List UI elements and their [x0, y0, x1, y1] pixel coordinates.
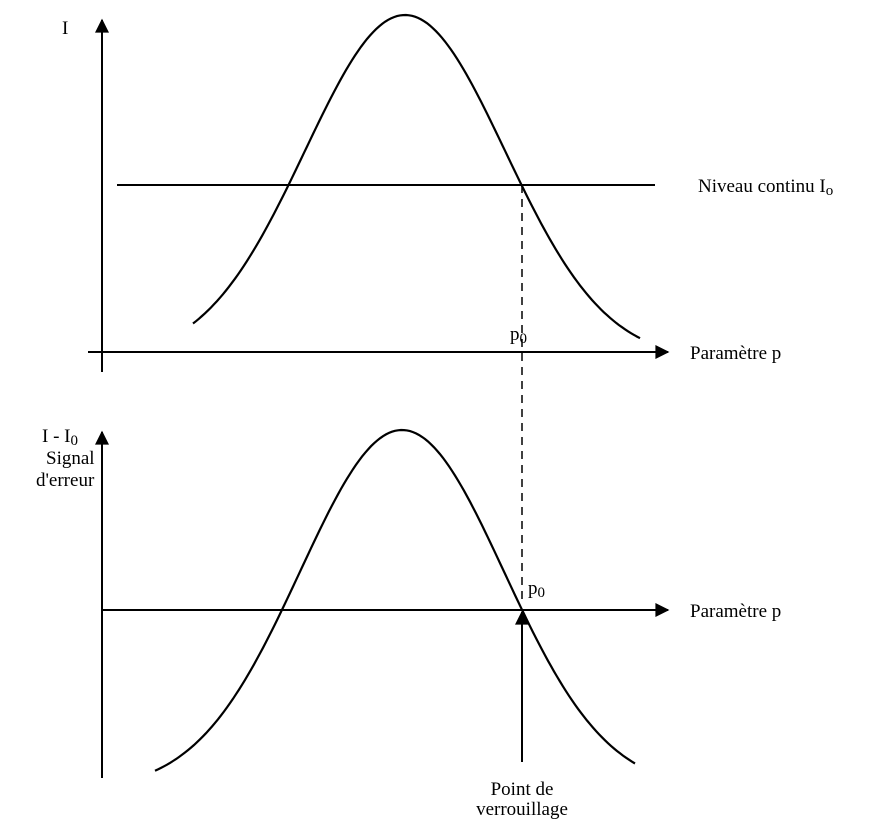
- label-sub: 0: [70, 433, 78, 449]
- label-sub: 0: [520, 331, 528, 347]
- label-main: p: [510, 324, 520, 345]
- y-axis-label: I - I0: [42, 426, 78, 449]
- lock-label: verrouillage: [476, 799, 568, 819]
- x-axis-label: Paramètre p: [690, 601, 781, 622]
- lock-label: Point de: [491, 779, 554, 800]
- label-main: I - I: [42, 426, 70, 447]
- x-axis-label: Paramètre p: [690, 343, 781, 364]
- label-main: p: [528, 578, 538, 599]
- point-label: p0: [528, 578, 545, 601]
- y-axis-label: I: [62, 18, 68, 39]
- label-main: Niveau continu I: [698, 176, 826, 197]
- curve: [154, 428, 636, 772]
- curve: [192, 13, 641, 340]
- level-label: Niveau continu Io: [698, 176, 833, 199]
- point-label: p0: [510, 324, 527, 347]
- y-axis-caption: Signal: [46, 448, 95, 469]
- label-sub: 0: [538, 585, 546, 601]
- y-axis-caption: d'erreur: [36, 470, 95, 491]
- label-sub: o: [826, 183, 834, 199]
